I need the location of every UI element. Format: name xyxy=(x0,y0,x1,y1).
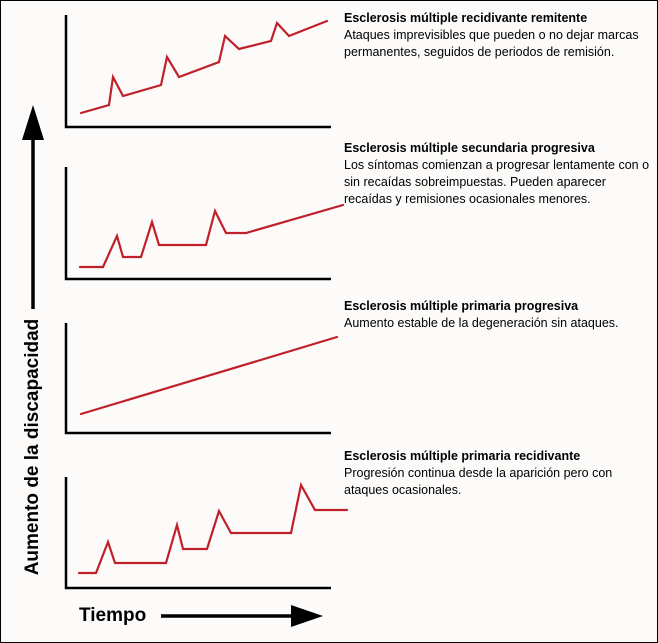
x-arrow-head-icon xyxy=(291,605,323,627)
axis-arrows xyxy=(22,105,323,627)
panel-axes xyxy=(64,15,331,590)
course-lines xyxy=(77,19,349,575)
panel-description-rr: Ataques imprevisibles que pueden o no de… xyxy=(344,28,639,59)
panel-description-sp: Los síntomas comienzan a progresar lenta… xyxy=(344,158,650,206)
axes-rr xyxy=(64,15,331,129)
panel-title-sp: Esclerosis múltiple secundaria progresiv… xyxy=(344,141,595,155)
panel-text-sp: Esclerosis múltiple secundaria progresiv… xyxy=(344,140,656,208)
x-axis-label: Tiempo xyxy=(79,605,147,626)
course-line-sp xyxy=(78,203,345,269)
panel-title-pp: Esclerosis múltiple primaria progresiva xyxy=(344,299,579,313)
axes-sp xyxy=(64,167,331,281)
course-line-pr xyxy=(77,481,349,575)
panel-text-pp: Esclerosis múltiple primaria progresiva … xyxy=(344,298,656,332)
axes-pp xyxy=(64,323,331,435)
y-arrow-head-icon xyxy=(22,105,44,140)
panel-title-pr: Esclerosis múltiple primaria recidivante xyxy=(344,449,581,463)
panel-text-rr: Esclerosis múltiple recidivante remitent… xyxy=(344,10,656,61)
y-axis-label: Aumento de la discapacidad xyxy=(22,318,43,576)
panel-title-rr: Esclerosis múltiple recidivante remitent… xyxy=(344,11,588,25)
panel-text-pr: Esclerosis múltiple primaria recidivante… xyxy=(344,448,656,499)
panel-description-pp: Aumento estable de la degeneración sin a… xyxy=(344,316,619,330)
course-line-pp xyxy=(79,335,339,416)
axes-pr xyxy=(64,477,331,590)
panel-description-pr: Progresión continua desde la aparición p… xyxy=(344,466,613,497)
course-line-rr xyxy=(79,19,329,115)
